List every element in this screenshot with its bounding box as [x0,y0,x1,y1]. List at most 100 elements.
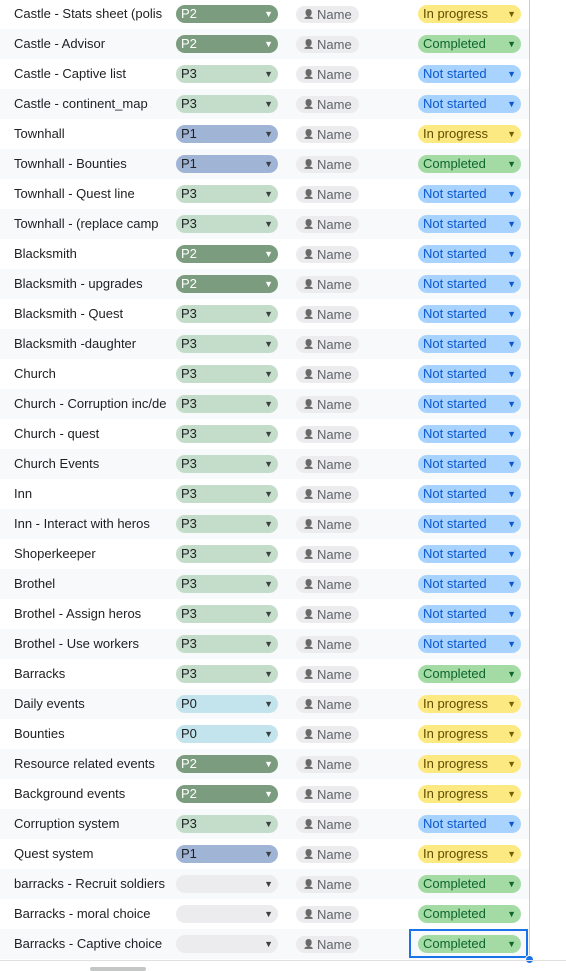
task-name-cell[interactable]: Church - quest [14,426,100,441]
task-name-cell[interactable]: Townhall - Bounties [14,156,127,171]
person-chip[interactable]: 👤 Name [296,576,359,593]
task-name-cell[interactable]: barracks - Recruit soldiers [14,876,165,891]
status-dropdown-chip[interactable]: In progress ▼ [418,5,521,23]
person-chip[interactable]: 👤 Name [296,336,359,353]
task-name-cell[interactable]: Background events [14,786,126,801]
person-chip[interactable]: 👤 Name [296,276,359,293]
task-name-cell[interactable]: Castle - Advisor [14,36,106,51]
status-dropdown-chip[interactable]: Not started ▼ [418,485,521,503]
person-chip[interactable]: 👤 Name [296,186,359,203]
status-dropdown-chip[interactable]: Not started ▼ [418,515,521,533]
status-dropdown-chip[interactable]: In progress ▼ [418,845,521,863]
person-chip[interactable]: 👤 Name [296,546,359,563]
person-chip[interactable]: 👤 Name [296,756,359,773]
task-name-cell[interactable]: Castle - Captive list [14,66,126,81]
person-chip[interactable]: 👤 Name [296,696,359,713]
priority-dropdown-chip[interactable]: P2 ▼ [176,755,278,773]
status-dropdown-chip[interactable]: Not started ▼ [418,365,521,383]
task-name-cell[interactable]: Inn [14,486,33,501]
status-dropdown-chip[interactable]: Not started ▼ [418,305,521,323]
status-dropdown-chip[interactable]: In progress ▼ [418,695,521,713]
person-chip[interactable]: 👤 Name [296,906,359,923]
priority-dropdown-chip[interactable]: P1 ▼ [176,125,278,143]
person-chip[interactable]: 👤 Name [296,246,359,263]
person-chip[interactable]: 👤 Name [296,726,359,743]
task-name-cell[interactable]: Shoperkeeper [14,546,96,561]
status-dropdown-chip[interactable]: Completed ▼ [418,875,521,893]
status-dropdown-chip[interactable]: Not started ▼ [418,455,521,473]
priority-dropdown-chip[interactable]: P3 ▼ [176,425,278,443]
status-dropdown-chip[interactable]: Not started ▼ [418,275,521,293]
fill-handle[interactable] [525,955,534,964]
status-dropdown-chip[interactable]: In progress ▼ [418,125,521,143]
task-name-cell[interactable]: Townhall [14,126,65,141]
person-chip[interactable]: 👤 Name [296,216,359,233]
status-dropdown-chip[interactable]: Completed ▼ [418,935,521,953]
person-chip[interactable]: 👤 Name [296,396,359,413]
status-dropdown-chip[interactable]: Not started ▼ [418,635,521,653]
priority-dropdown-chip[interactable]: P3 ▼ [176,545,278,563]
priority-dropdown-chip[interactable]: P3 ▼ [176,575,278,593]
task-name-cell[interactable]: Barracks [14,666,66,681]
priority-dropdown-chip[interactable]: ▼ [176,905,278,923]
priority-dropdown-chip[interactable]: P3 ▼ [176,815,278,833]
status-dropdown-chip[interactable]: Not started ▼ [418,395,521,413]
priority-dropdown-chip[interactable]: P3 ▼ [176,395,278,413]
person-chip[interactable]: 👤 Name [296,156,359,173]
status-dropdown-chip[interactable]: Completed ▼ [418,155,521,173]
priority-dropdown-chip[interactable]: ▼ [176,935,278,953]
task-name-cell[interactable]: Blacksmith -daughter [14,336,137,351]
task-name-cell[interactable]: Daily events [14,696,85,711]
task-name-cell[interactable]: Townhall - Quest line [14,186,135,201]
person-chip[interactable]: 👤 Name [296,936,359,953]
person-chip[interactable]: 👤 Name [296,66,359,83]
status-dropdown-chip[interactable]: Not started ▼ [418,545,521,563]
status-dropdown-chip[interactable]: Completed ▼ [418,665,521,683]
status-dropdown-chip[interactable]: Not started ▼ [418,185,521,203]
status-dropdown-chip[interactable]: Not started ▼ [418,425,521,443]
priority-dropdown-chip[interactable]: P2 ▼ [176,5,278,23]
person-chip[interactable]: 👤 Name [296,486,359,503]
status-dropdown-chip[interactable]: Completed ▼ [418,905,521,923]
task-name-cell[interactable]: Inn - Interact with heros [14,516,150,531]
person-chip[interactable]: 👤 Name [296,816,359,833]
task-name-cell[interactable]: Blacksmith - Quest [14,306,124,321]
task-name-cell[interactable]: Church Events [14,456,100,471]
priority-dropdown-chip[interactable]: P3 ▼ [176,515,278,533]
task-name-cell[interactable]: Resource related events [14,756,155,771]
status-dropdown-chip[interactable]: Not started ▼ [418,575,521,593]
person-chip[interactable]: 👤 Name [296,666,359,683]
task-name-cell[interactable]: Church - Corruption inc/de [14,396,167,411]
person-chip[interactable]: 👤 Name [296,306,359,323]
task-name-cell[interactable]: Quest system [14,846,94,861]
horizontal-scrollbar-thumb[interactable] [90,967,146,971]
priority-dropdown-chip[interactable]: P1 ▼ [176,845,278,863]
task-name-cell[interactable]: Bounties [14,726,65,741]
status-dropdown-chip[interactable]: Not started ▼ [418,95,521,113]
person-chip[interactable]: 👤 Name [296,426,359,443]
person-chip[interactable]: 👤 Name [296,126,359,143]
status-dropdown-chip[interactable]: Not started ▼ [418,605,521,623]
status-dropdown-chip[interactable]: Not started ▼ [418,65,521,83]
priority-dropdown-chip[interactable]: P2 ▼ [176,275,278,293]
task-name-cell[interactable]: Castle - Stats sheet (polis [14,6,163,21]
priority-dropdown-chip[interactable]: P3 ▼ [176,635,278,653]
task-name-cell[interactable]: Townhall - (replace camp [14,216,159,231]
person-chip[interactable]: 👤 Name [296,876,359,893]
status-dropdown-chip[interactable]: In progress ▼ [418,725,521,743]
priority-dropdown-chip[interactable]: P3 ▼ [176,305,278,323]
status-dropdown-chip[interactable]: Not started ▼ [418,245,521,263]
status-dropdown-chip[interactable]: Not started ▼ [418,215,521,233]
person-chip[interactable]: 👤 Name [296,6,359,23]
priority-dropdown-chip[interactable]: P3 ▼ [176,605,278,623]
task-name-cell[interactable]: Barracks - moral choice [14,906,151,921]
priority-dropdown-chip[interactable]: P3 ▼ [176,365,278,383]
person-chip[interactable]: 👤 Name [296,846,359,863]
priority-dropdown-chip[interactable]: P0 ▼ [176,725,278,743]
priority-dropdown-chip[interactable]: P3 ▼ [176,485,278,503]
person-chip[interactable]: 👤 Name [296,606,359,623]
person-chip[interactable]: 👤 Name [296,36,359,53]
status-dropdown-chip[interactable]: Completed ▼ [418,35,521,53]
task-name-cell[interactable]: Brothel [14,576,56,591]
task-name-cell[interactable]: Corruption system [14,816,120,831]
